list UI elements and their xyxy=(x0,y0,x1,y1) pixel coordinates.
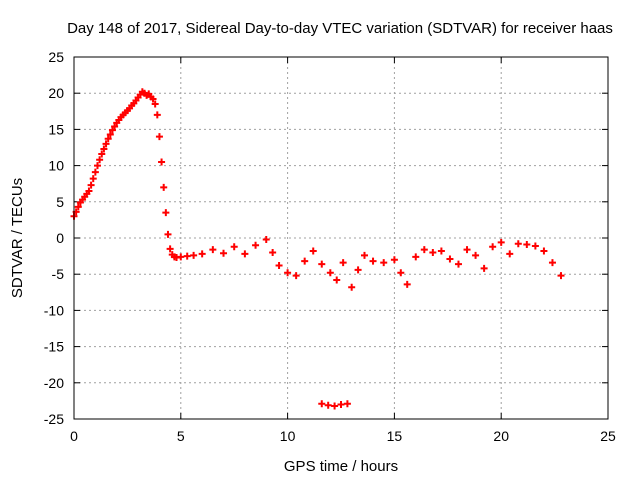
data-point xyxy=(557,272,565,280)
data-point xyxy=(85,187,93,195)
data-point xyxy=(96,156,104,164)
data-point xyxy=(326,269,334,277)
data-point xyxy=(111,123,119,131)
x-tick-label: 15 xyxy=(387,428,403,444)
y-tick-label: 10 xyxy=(48,158,64,174)
data-point xyxy=(93,162,101,170)
data-point xyxy=(89,175,97,183)
data-point xyxy=(463,246,471,254)
data-point xyxy=(412,253,420,261)
data-point xyxy=(489,243,497,251)
data-point xyxy=(275,262,283,270)
data-point xyxy=(331,402,339,410)
data-point xyxy=(309,247,317,255)
y-tick-label: 5 xyxy=(56,194,64,210)
y-tick-label: 0 xyxy=(56,230,64,246)
data-point xyxy=(403,280,411,288)
data-point xyxy=(354,266,362,274)
data-point xyxy=(230,243,238,251)
data-points xyxy=(70,88,565,410)
data-point xyxy=(158,158,166,166)
data-point xyxy=(91,168,99,176)
data-point xyxy=(87,181,95,189)
data-point xyxy=(100,145,108,153)
x-tick-label: 0 xyxy=(70,428,78,444)
data-point xyxy=(106,130,114,138)
grid xyxy=(74,57,608,419)
data-point xyxy=(548,259,556,267)
data-point xyxy=(220,249,228,257)
data-point xyxy=(318,400,326,408)
data-point xyxy=(348,283,356,291)
data-point xyxy=(98,150,106,158)
y-tick-label: -25 xyxy=(44,411,64,427)
data-point xyxy=(506,250,514,258)
data-point xyxy=(429,248,437,256)
data-point xyxy=(540,247,548,255)
data-point xyxy=(397,269,405,277)
data-point xyxy=(333,276,341,284)
y-tick-label: 15 xyxy=(48,121,64,137)
data-point xyxy=(380,259,388,267)
y-axis-title: SDTVAR / TECUs xyxy=(9,178,26,298)
y-tick-label: 20 xyxy=(48,85,64,101)
data-point xyxy=(284,269,292,277)
data-point xyxy=(514,240,522,248)
y-tick-label: 25 xyxy=(48,49,64,65)
data-point xyxy=(472,251,480,259)
data-point xyxy=(198,250,206,258)
x-axis-title: GPS time / hours xyxy=(284,458,398,475)
y-tick-label: -10 xyxy=(44,302,64,318)
data-point xyxy=(497,238,505,246)
data-point xyxy=(390,256,398,264)
plot-frame xyxy=(73,56,609,420)
data-point xyxy=(360,251,368,259)
data-point xyxy=(337,401,345,409)
data-point xyxy=(108,126,116,134)
data-point xyxy=(102,140,110,148)
data-point xyxy=(252,241,260,249)
data-point xyxy=(318,260,326,268)
data-point xyxy=(339,259,347,267)
data-point xyxy=(301,257,309,265)
x-tick-label: 25 xyxy=(600,428,616,444)
data-point xyxy=(209,246,217,254)
data-point xyxy=(241,250,249,258)
data-point xyxy=(153,111,161,119)
y-tick-label: -20 xyxy=(44,375,64,391)
data-point xyxy=(183,252,191,260)
data-point xyxy=(262,235,270,243)
y-tick-label: -5 xyxy=(52,266,65,282)
data-point xyxy=(269,248,277,256)
data-point xyxy=(454,260,462,268)
data-point xyxy=(292,272,300,280)
data-point xyxy=(437,247,445,255)
data-point xyxy=(420,246,428,254)
data-point xyxy=(151,100,159,108)
data-point xyxy=(160,183,168,191)
data-point xyxy=(164,230,172,238)
data-point xyxy=(190,251,198,259)
data-point xyxy=(523,241,531,249)
x-tick-label: 20 xyxy=(493,428,509,444)
data-point xyxy=(74,203,82,211)
data-point xyxy=(162,209,170,217)
data-point xyxy=(324,401,332,409)
chart-title: Day 148 of 2017, Sidereal Day-to-day VTE… xyxy=(67,20,613,37)
data-point xyxy=(369,257,377,265)
data-point xyxy=(343,400,351,408)
data-point xyxy=(531,242,539,250)
data-point xyxy=(446,255,454,263)
data-point xyxy=(480,264,488,272)
data-point xyxy=(177,253,185,261)
data-point xyxy=(104,135,112,143)
x-tick-label: 10 xyxy=(280,428,296,444)
data-point xyxy=(149,95,157,103)
y-tick-label: -15 xyxy=(44,339,64,355)
data-point xyxy=(166,245,174,253)
x-tick-label: 5 xyxy=(177,428,185,444)
data-point xyxy=(155,133,163,141)
axis-ticks: 0 5 10 15 20 25 -25 -20 -15 -10 -5 0 5 10 15 20 25 xyxy=(44,49,616,444)
